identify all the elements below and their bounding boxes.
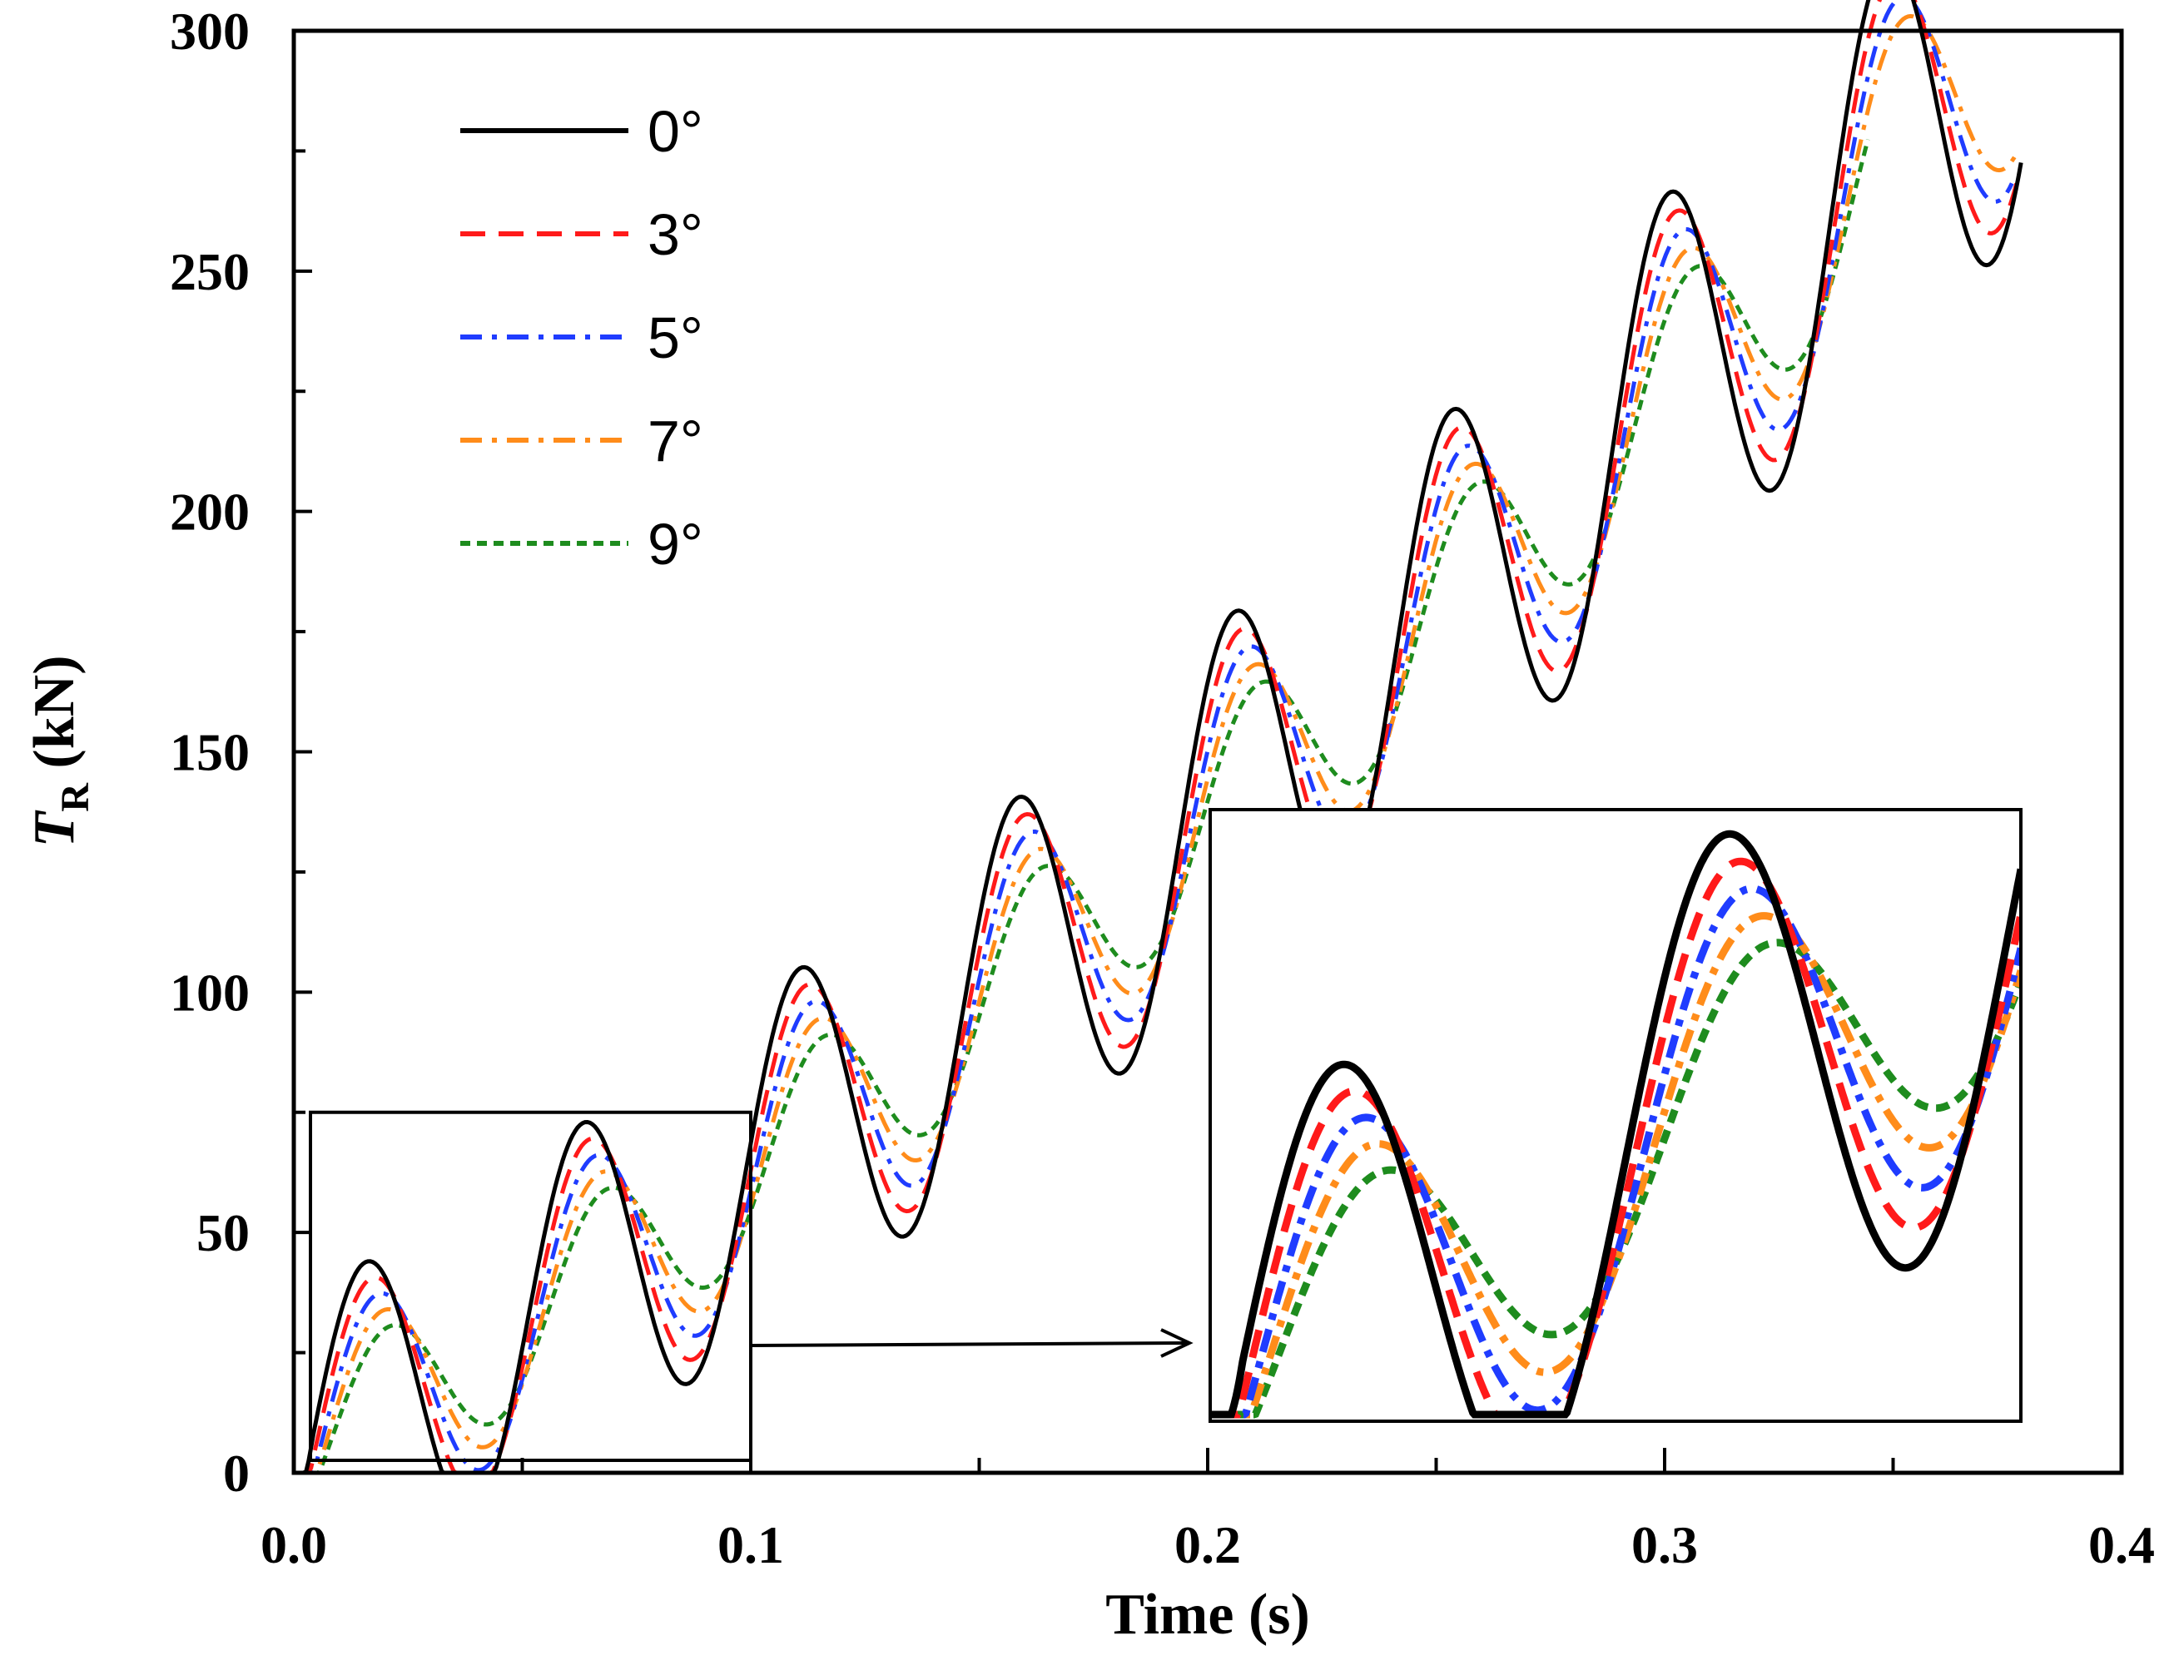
inset-plot: [1209, 808, 2023, 1423]
legend-label: 9°: [648, 512, 703, 577]
inset-series-group: [1210, 830, 2021, 1419]
inset-line-7deg: [1210, 912, 2021, 1419]
inset-line-0deg: [1210, 830, 2021, 1419]
y-tick-label: 200: [170, 483, 250, 542]
inset-frame: [1209, 808, 2023, 1423]
legend: 0° 3° 5° 7° 9°: [460, 99, 703, 577]
inset-background: [1210, 810, 2021, 1421]
series-line-0deg: [294, 0, 2023, 1475]
y-axis-subscript: R: [53, 782, 97, 812]
zoom-indicator: [309, 1110, 1194, 1462]
zoom-arrow-line: [750, 1341, 1187, 1347]
inset-line-9deg: [1210, 939, 2021, 1419]
y-tick-label: 300: [170, 2, 250, 61]
legend-label: 7°: [648, 409, 703, 473]
x-axis-title: Time (s): [1105, 1583, 1310, 1647]
axis-ticks: 0.0 0.1 0.2 0.3 0.4 0 50 100 150 200 250 300: [170, 2, 2155, 1574]
legend-label: 3°: [648, 202, 703, 267]
y-axis-unit: (kN): [22, 655, 87, 783]
zoom-arrow-head: [1160, 1328, 1194, 1358]
x-tick-label: 0.1: [717, 1515, 784, 1574]
series-group: [294, 0, 2023, 1475]
y-tick-label: 100: [170, 963, 250, 1022]
x-tick-label: 0.3: [1631, 1515, 1698, 1574]
zoom-box: [309, 1110, 752, 1462]
x-tick-label: 0.4: [2088, 1515, 2155, 1574]
y-axis-symbol: T: [22, 810, 87, 848]
x-tick-label: 0.2: [1174, 1515, 1241, 1574]
legend-label: 5°: [648, 305, 703, 370]
inset-line-3deg: [1210, 857, 2021, 1419]
y-tick-label: 150: [170, 723, 250, 782]
y-tick-label: 50: [196, 1203, 250, 1262]
y-axis-title: TR (kN): [22, 655, 97, 847]
legend-label: 0°: [648, 99, 703, 164]
inset-line-5deg: [1210, 885, 2021, 1419]
x-tick-label: 0.0: [261, 1515, 327, 1574]
y-tick-label: 250: [170, 242, 250, 301]
y-tick-label: 0: [223, 1444, 250, 1503]
